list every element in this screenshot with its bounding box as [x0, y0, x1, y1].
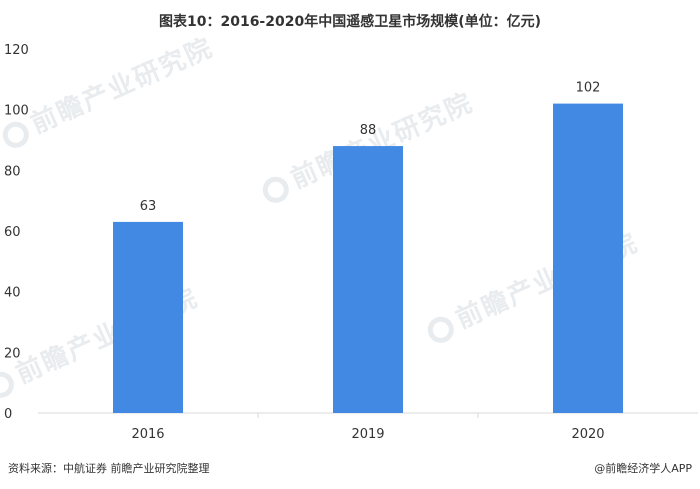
brand-credit: @前瞻经济学人APP	[594, 462, 692, 475]
y-tick-label: 0	[4, 407, 12, 422]
source-note: 资料来源：中航证券 前瞻产业研究院整理	[8, 462, 210, 475]
bar	[553, 103, 623, 413]
data-label: 88	[360, 123, 377, 138]
bar	[333, 146, 403, 414]
y-tick-label: 20	[4, 346, 21, 361]
y-tick-label: 60	[4, 225, 21, 240]
x-tick-label: 2019	[351, 427, 384, 442]
x-tick-label: 2016	[131, 427, 164, 442]
bar	[113, 221, 183, 413]
y-tick-label: 80	[4, 164, 21, 179]
data-label: 102	[576, 81, 601, 96]
y-tick-label: 120	[4, 43, 29, 58]
data-label: 63	[140, 199, 157, 214]
y-tick-label: 100	[4, 104, 29, 119]
x-tick-label: 2020	[571, 427, 604, 442]
y-tick-label: 40	[4, 286, 21, 301]
chart-title: 图表10：2016-2020年中国遥感卫星市场规模(单位：亿元)	[158, 14, 542, 30]
